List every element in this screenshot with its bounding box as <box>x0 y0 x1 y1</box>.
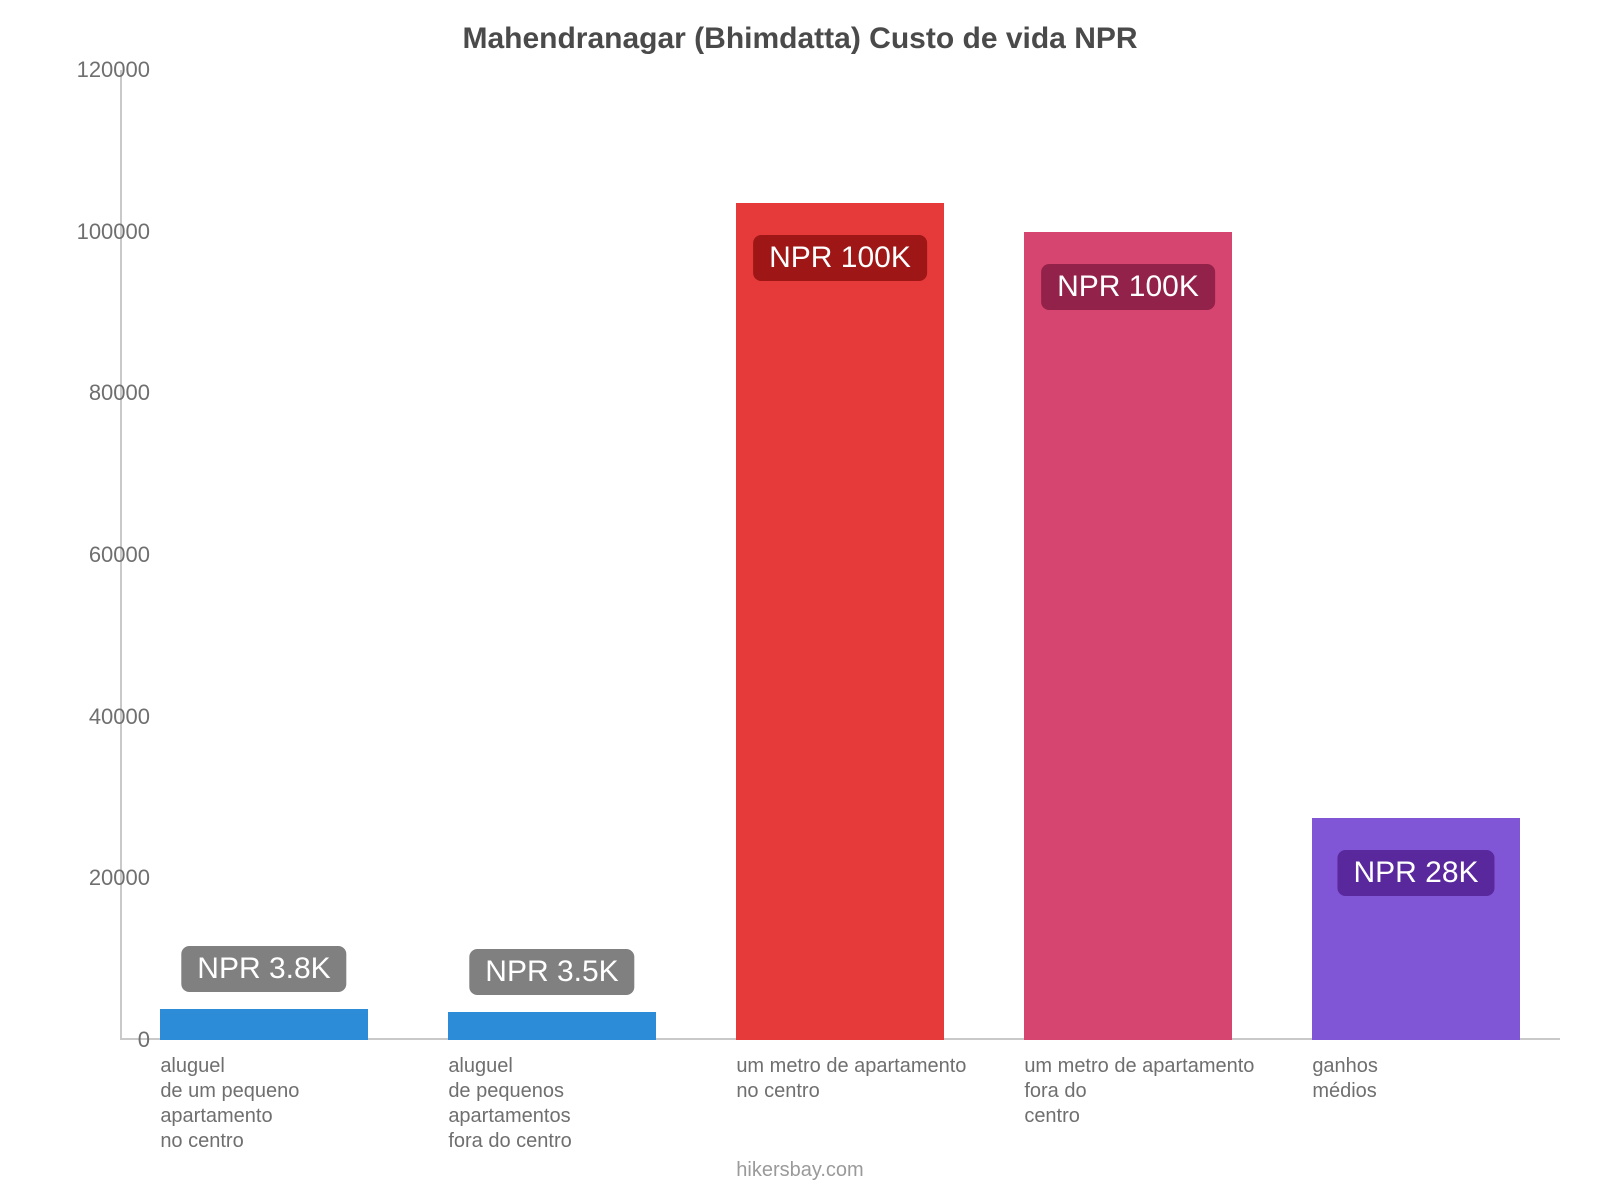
x-category-label: aluguel de um pequeno apartamento no cen… <box>160 1054 299 1154</box>
y-tick-label: 0 <box>50 1027 150 1053</box>
bar <box>160 1009 367 1040</box>
bar-value-label: NPR 100K <box>753 235 927 281</box>
bar <box>1024 232 1231 1040</box>
chart-title: Mahendranagar (Bhimdatta) Custo de vida … <box>0 22 1600 56</box>
y-tick-label: 20000 <box>50 865 150 891</box>
x-category-label: aluguel de pequenos apartamentos fora do… <box>448 1054 571 1154</box>
y-tick-label: 120000 <box>50 57 150 83</box>
bar-value-label: NPR 28K <box>1337 850 1494 896</box>
bar-value-label: NPR 3.5K <box>469 949 634 995</box>
footer-attribution: hikersbay.com <box>0 1159 1600 1182</box>
bars-layer: NPR 3.8K NPR 3.5K NPR 100K NPR 100K NPR 28K <box>120 70 1560 1040</box>
x-category-label: ganhos médios <box>1312 1054 1378 1104</box>
x-category-label: um metro de apartamento no centro <box>736 1054 966 1104</box>
y-tick-label: 80000 <box>50 380 150 406</box>
chart-container: Mahendranagar (Bhimdatta) Custo de vida … <box>0 0 1600 1200</box>
bar <box>736 203 943 1040</box>
bar <box>448 1012 655 1040</box>
y-tick-label: 60000 <box>50 542 150 568</box>
y-tick-label: 100000 <box>50 219 150 245</box>
y-tick-label: 40000 <box>50 704 150 730</box>
bar-value-label: NPR 3.8K <box>181 946 346 992</box>
x-category-label: um metro de apartamento fora do centro <box>1024 1054 1254 1129</box>
bar-value-label: NPR 100K <box>1041 264 1215 310</box>
plot-area: NPR 3.8K NPR 3.5K NPR 100K NPR 100K NPR 28K <box>120 70 1560 1040</box>
